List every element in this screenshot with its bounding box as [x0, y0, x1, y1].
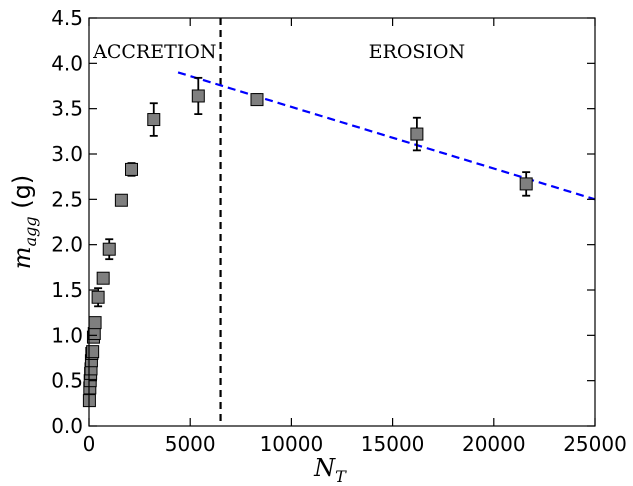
- x-tick-label: 5000: [165, 432, 216, 456]
- data-point-square: [250, 93, 264, 107]
- plot-layer: [82, 18, 596, 426]
- x-tick-label: 10000: [260, 432, 324, 456]
- y-tick-label: 3.5: [51, 97, 83, 121]
- data-point-square: [147, 113, 161, 127]
- text-layer: 0 5000 10000 15000 20000 25000 0.0 0.5 1.0 1.5 2.0…: [8, 6, 627, 486]
- y-tick-label: 2.5: [51, 187, 83, 211]
- annotation-label: ACCRETION: [92, 41, 216, 63]
- y-axis-title-main: m: [8, 246, 36, 269]
- annotation-label: EROSION: [369, 41, 465, 63]
- x-axis-title-subscript: T: [335, 467, 347, 486]
- data-point-square: [96, 271, 110, 285]
- data-point-square: [410, 127, 424, 141]
- y-axis-title-subscript: agg: [21, 216, 40, 246]
- y-tick-label: 1.5: [51, 278, 83, 302]
- data-point-square: [519, 177, 533, 191]
- data-point-square: [191, 89, 205, 103]
- x-tick-label: 25000: [563, 432, 627, 456]
- y-tick-label: 3.0: [51, 142, 83, 166]
- y-tick-label: 1.0: [51, 323, 83, 347]
- y-tick-label: 0.0: [51, 414, 83, 438]
- data-point-square: [87, 327, 101, 341]
- y-axis-title-unit: (g): [8, 175, 36, 217]
- erosion-fit-line: [177, 71, 596, 201]
- data-point-square: [125, 162, 139, 176]
- x-tick-label: 20000: [462, 432, 526, 456]
- data-point-square: [88, 316, 102, 330]
- x-axis-title: NT: [313, 454, 347, 486]
- data-point-square: [91, 290, 105, 304]
- axes-layer: [88, 17, 596, 427]
- y-axis-title: magg (g): [8, 175, 40, 269]
- data-point-square: [102, 242, 116, 256]
- y-tick-label: 2.0: [51, 233, 83, 257]
- x-axis-title-main: N: [313, 454, 336, 482]
- y-tick-label: 4.5: [51, 6, 83, 30]
- x-tick-label: 15000: [361, 432, 425, 456]
- y-tick-label: 0.5: [51, 369, 83, 393]
- x-tick-label: 0: [83, 432, 96, 456]
- y-tick-label: 4.0: [51, 51, 83, 75]
- data-point-square: [86, 345, 100, 359]
- data-point-square: [114, 193, 128, 207]
- plot-frame: [88, 17, 596, 427]
